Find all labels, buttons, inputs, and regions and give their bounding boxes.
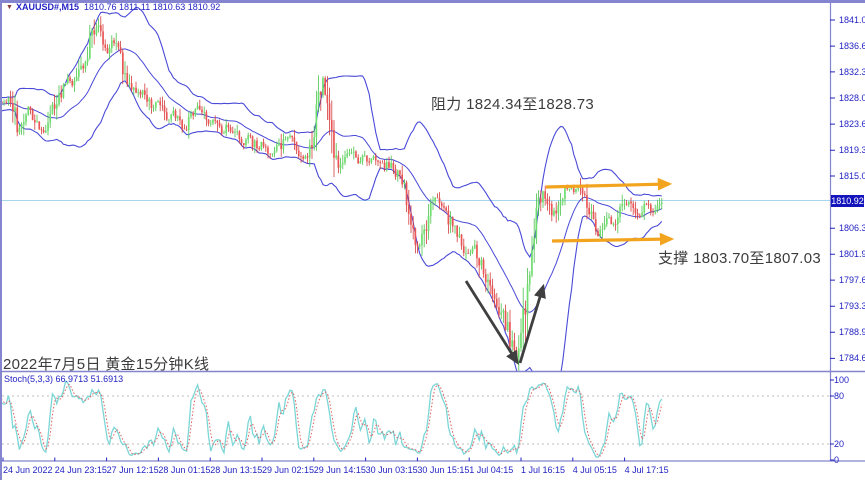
stoch-axis xyxy=(830,372,865,461)
stoch-axis-label: 0 xyxy=(834,455,840,465)
price-axis-label: 1793.30 xyxy=(839,301,865,312)
bollinger-upper-band xyxy=(2,6,662,259)
time-axis-label: 30 Jun 03:15 xyxy=(365,465,418,475)
time-axis[interactable] xyxy=(0,461,865,480)
price-axis-label: 1832.35 xyxy=(839,66,865,77)
resistance-arrow xyxy=(545,177,673,191)
caption-annotation: 2022年7月5日 黄金15分钟K线 xyxy=(3,356,210,373)
time-axis-label: 4 Jul 05:15 xyxy=(572,465,617,475)
up-move-arrow xyxy=(518,283,546,364)
price-axis-label: 1819.30 xyxy=(839,145,865,156)
stoch-axis-label: 20 xyxy=(834,439,845,449)
time-axis-label: 4 Jul 17:15 xyxy=(624,465,669,475)
stoch-signal-line xyxy=(2,383,663,457)
price-axis-label: 1806.30 xyxy=(839,223,865,234)
price-axis-label: 1836.65 xyxy=(839,41,865,52)
price-axis-label: 1797.65 xyxy=(839,275,865,286)
stoch-name: Stoch(5,3,3) xyxy=(4,374,54,384)
stoch-level-lines xyxy=(2,395,830,445)
stoch-axis-label: 80 xyxy=(834,391,845,401)
main-price-pane[interactable] xyxy=(0,6,830,409)
ohlc-values: 1810.76 1811.11 1810.63 1810.92 xyxy=(83,2,221,12)
price-axis-label: 1841.00 xyxy=(839,15,865,25)
time-axis-label: 24 Jun 2022 xyxy=(3,465,53,475)
price-axis-label: 1784.60 xyxy=(839,353,865,364)
price-axis-label: 1788.95 xyxy=(839,327,865,338)
time-axis-label: 29 Jun 02:15 xyxy=(262,465,315,475)
price-axis-label: 1823.65 xyxy=(839,119,865,130)
support-annotation: 支撑 1803.70至1807.03 xyxy=(658,250,822,267)
time-axis-label: 1 Jul 16:15 xyxy=(521,465,566,475)
stoch-indicator-label: Stoch(5,3,3) 66.9713 51.6913 xyxy=(4,374,123,384)
price-axis-label: 1801.95 xyxy=(839,249,865,260)
bollinger-lower-band xyxy=(2,80,663,371)
stoch-axis-label: 100 xyxy=(834,375,850,385)
symbol-dropdown-icon[interactable]: ▼ xyxy=(6,4,13,11)
time-axis-ticks xyxy=(2,457,626,461)
time-axis-label: 24 Jun 23:15 xyxy=(54,465,107,475)
time-axis-label: 29 Jun 14:15 xyxy=(313,465,366,475)
support-arrow xyxy=(551,232,675,246)
stoch-axis-ticks xyxy=(830,379,834,461)
time-axis-label: 1 Jul 04:15 xyxy=(469,465,514,475)
current-price-badge: 1810.92 xyxy=(831,194,864,207)
stoch-values: 66.9713 51.6913 xyxy=(55,374,124,384)
down-candle-bodies xyxy=(2,25,654,359)
time-axis-label: 27 Jun 12:15 xyxy=(106,465,159,475)
time-axis-label: 30 Jun 15:15 xyxy=(417,465,470,475)
stoch-main-line xyxy=(2,380,663,458)
price-axis-ticks xyxy=(830,19,835,359)
price-axis-label: 1815.00 xyxy=(839,171,865,181)
time-axis-label: 28 Jun 13:15 xyxy=(210,465,263,475)
symbol-period-label: XAUUSD#,M15 xyxy=(15,2,79,12)
down-move-arrow xyxy=(464,280,519,365)
resistance-annotation: 阻力 1824.34至1828.73 xyxy=(431,96,595,113)
stochastic-pane[interactable] xyxy=(0,380,830,458)
time-axis-label: 28 Jun 01:15 xyxy=(158,465,211,475)
price-axis-label: 1828.00 xyxy=(839,93,865,103)
chart-title: ▼ XAUUSD#,M15 1810.76 1811.11 1810.63 1810… xyxy=(6,2,220,12)
